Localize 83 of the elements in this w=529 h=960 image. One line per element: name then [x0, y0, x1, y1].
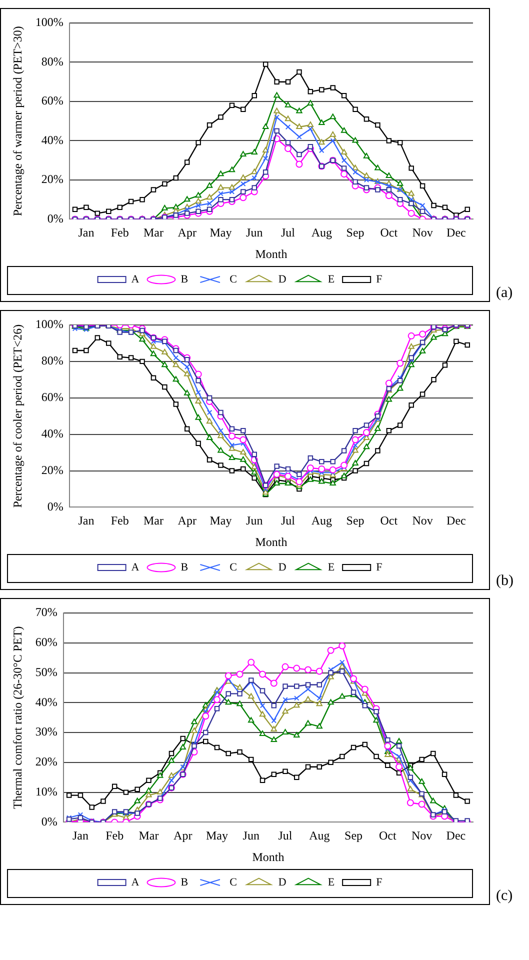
legend-label: A	[131, 561, 140, 574]
y-axis-title: Percentage of cooler period (PET<26)	[10, 324, 24, 508]
x-tick-label: May	[210, 226, 232, 240]
x-tick-label: Aug	[309, 828, 330, 843]
x-tick-label: Sep	[344, 828, 363, 843]
x-tick-label: Jul	[281, 514, 296, 528]
y-tick-label: 70%	[35, 605, 58, 620]
x-tick-label: Apr	[174, 828, 192, 843]
y-tick-label: 20%	[35, 754, 58, 769]
x-tick-label: Dec	[446, 828, 466, 843]
y-tick-label: 80%	[41, 354, 64, 368]
y-tick-label: 0%	[47, 499, 64, 514]
legend-label: C	[230, 273, 237, 286]
legend-label: B	[180, 876, 188, 888]
text: (a)	[496, 285, 513, 301]
x-tick-label: Nov	[411, 828, 432, 843]
y-tick-label: 0%	[41, 814, 58, 828]
x-tick-label: Mar	[138, 828, 159, 843]
y-tick-label: 100%	[35, 317, 64, 332]
x-tick-label: Jan	[72, 828, 88, 843]
legend-label: C	[230, 876, 237, 888]
x-tick-label: Oct	[380, 226, 398, 240]
y-tick-label: 10%	[35, 784, 58, 798]
x-tick-label: Sep	[346, 514, 364, 528]
x-tick-label: Mar	[143, 226, 164, 240]
x-tick-label: Aug	[311, 226, 332, 240]
legend-label: A	[131, 876, 140, 888]
legend-label: E	[328, 273, 335, 286]
x-tick-label: Dec	[446, 226, 466, 240]
x-tick-label: Jun	[242, 828, 260, 843]
x-tick-label: May	[206, 828, 228, 843]
y-tick-label: 100%	[35, 15, 64, 30]
y-tick-label: 20%	[41, 462, 64, 477]
legend-label: F	[376, 561, 382, 574]
y-axis-title: Percentage of warmer period (PET>30)	[10, 26, 24, 216]
y-tick-label: 20%	[41, 172, 64, 186]
x-tick-label: Feb	[110, 226, 129, 240]
x-tick-label: Feb	[106, 828, 124, 843]
legend-label: E	[328, 876, 335, 888]
y-tick-label: 0%	[47, 211, 64, 226]
x-tick-label: Jun	[246, 226, 263, 240]
legend-label: E	[328, 561, 335, 574]
x-tick-label: Aug	[311, 514, 332, 528]
y-tick-label: 50%	[35, 664, 58, 679]
x-tick-label: Mar	[143, 514, 164, 528]
text: (b)	[496, 573, 514, 589]
legend-label: D	[278, 561, 286, 574]
legend-label: D	[278, 273, 286, 286]
y-tick-label: 80%	[41, 54, 64, 68]
legend-label: D	[278, 876, 286, 888]
legend-label: B	[180, 561, 188, 574]
text: (c)	[496, 888, 513, 904]
x-tick-label: Jul	[281, 226, 296, 240]
y-tick-label: 60%	[41, 390, 64, 404]
x-tick-label: Nov	[412, 514, 433, 528]
x-tick-label: Sep	[346, 226, 364, 240]
x-tick-label: Dec	[446, 514, 466, 528]
y-tick-label: 60%	[35, 635, 58, 650]
x-axis-title: Month	[255, 534, 288, 549]
y-tick-label: 60%	[41, 94, 64, 108]
x-axis-title: Month	[252, 850, 284, 864]
x-tick-label: Oct	[380, 514, 398, 528]
x-tick-label: Nov	[412, 226, 433, 240]
x-tick-label: Apr	[178, 514, 196, 528]
y-tick-label: 40%	[35, 694, 58, 709]
x-tick-label: Jan	[78, 226, 94, 240]
x-tick-label: Feb	[110, 514, 129, 528]
x-tick-label: Oct	[379, 828, 397, 843]
legend-label: A	[131, 273, 140, 286]
x-tick-label: Jul	[278, 828, 293, 843]
legend-label: B	[180, 273, 188, 286]
y-tick-label: 40%	[41, 426, 64, 440]
y-tick-label: 30%	[35, 724, 58, 739]
y-axis-title: Thermal comfort ratio (26-30°C PET)	[10, 626, 24, 809]
legend-label: C	[230, 561, 237, 574]
y-tick-label: 40%	[41, 132, 64, 147]
legend-label: F	[376, 876, 382, 888]
legend-label: F	[376, 273, 382, 286]
x-tick-label: May	[210, 514, 232, 528]
x-tick-label: Jan	[78, 514, 94, 528]
x-tick-label: Jun	[246, 514, 263, 528]
x-tick-label: Apr	[178, 226, 196, 240]
x-axis-title: Month	[255, 246, 288, 261]
